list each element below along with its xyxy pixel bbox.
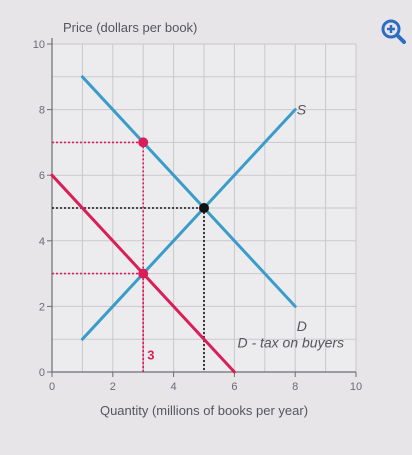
y-tick-label: 2	[39, 301, 45, 313]
y-tick-label: 4	[39, 236, 45, 248]
x-tick-label: 2	[110, 381, 116, 393]
data-point	[138, 137, 149, 148]
y-axis-label: Price (dollars per book)	[63, 20, 197, 35]
markers	[138, 137, 209, 279]
x-tick-label: 6	[231, 381, 237, 393]
labels: 0 2 4 6 8 10 0 2 4 6 8 10 Price (dollars per book) Qu…	[33, 20, 362, 418]
series-line	[80, 108, 297, 341]
zoom-in-icon[interactable]	[380, 18, 406, 44]
y-tick-label: 6	[39, 170, 45, 182]
y-tick-label: 8	[39, 105, 45, 117]
x-tick-label: 0	[49, 381, 55, 393]
x-tick-label: 10	[350, 381, 362, 393]
series-label: D	[297, 318, 307, 334]
annotation-label: 3	[147, 348, 154, 363]
x-tick-label: 4	[171, 381, 177, 393]
x-tick-label: 8	[292, 381, 298, 393]
x-axis-label: Quantity (millions of books per year)	[100, 403, 308, 418]
guide-lines	[52, 141, 205, 372]
y-tick-label: 0	[39, 367, 45, 379]
y-tick-label: 10	[33, 39, 45, 51]
data-point	[199, 203, 209, 213]
data-point	[138, 268, 149, 279]
series-label: S	[297, 102, 307, 118]
series-line	[80, 75, 297, 308]
series-label: D - tax on buyers	[237, 334, 344, 350]
axes	[47, 38, 357, 377]
